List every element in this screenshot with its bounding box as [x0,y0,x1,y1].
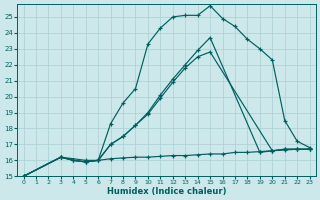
X-axis label: Humidex (Indice chaleur): Humidex (Indice chaleur) [107,187,226,196]
